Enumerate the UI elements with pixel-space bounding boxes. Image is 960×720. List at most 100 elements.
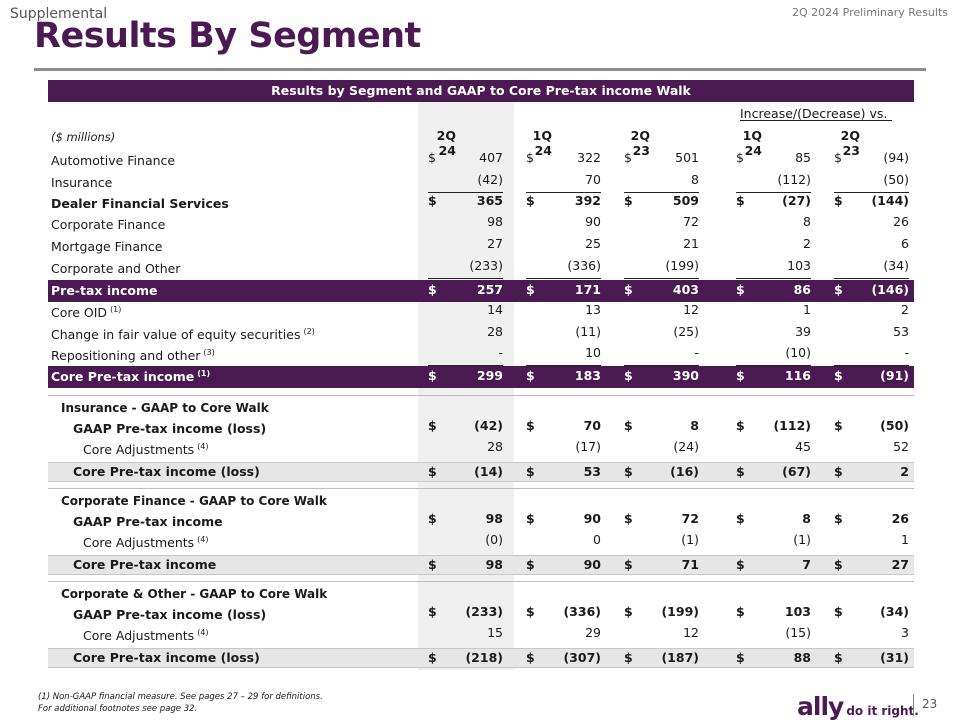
cell: 15 (428, 625, 503, 646)
cell: $71 (624, 557, 699, 578)
row-label: Corporate Finance (51, 217, 165, 232)
currency-sign: $ (834, 557, 843, 572)
cell: $116 (736, 368, 811, 389)
footnote-marker: (1) (110, 305, 122, 314)
cell-value: (34) (883, 258, 909, 273)
row-label: Core Adjustments (4) (51, 442, 209, 457)
cell: $88 (736, 650, 811, 671)
cell-value: 0 (593, 532, 601, 547)
cell: (1) (736, 532, 811, 553)
row-label-text: Core OID (51, 305, 108, 320)
cell-value: 72 (683, 214, 699, 229)
cell-value: 14 (487, 302, 503, 317)
cell: $103 (736, 604, 811, 625)
page-title: Results By Segment (34, 16, 421, 56)
walk-title: Corporate Finance - GAAP to Core Walk (48, 491, 914, 512)
cell-value: 10 (585, 345, 601, 360)
cell-value: (336) (563, 604, 601, 619)
currency-sign: $ (624, 604, 633, 619)
cell-value: (307) (563, 650, 601, 665)
cell: - (834, 345, 909, 366)
cell: $ (146) (834, 282, 909, 303)
currency-sign: $ (834, 464, 843, 479)
cell-value: 25 (585, 236, 601, 251)
row-label: Automotive Finance (51, 153, 175, 168)
cell: $299 (428, 368, 503, 389)
cell: 27 (428, 236, 503, 257)
cell: $509 (624, 193, 699, 214)
cell-value: 103 (787, 258, 811, 273)
cell-value: 26 (891, 511, 909, 526)
cell-value: (11) (575, 324, 601, 339)
footer-divider (913, 694, 914, 716)
row-label-text: Automotive Finance (51, 153, 176, 168)
title-rule (34, 68, 926, 71)
col-header-2q23-change: 2Q 23 (840, 128, 860, 158)
col-header-1q24-change: 1Q 24 (742, 128, 762, 158)
cell: (233) (428, 258, 503, 279)
units-label: ($ millions) (51, 130, 116, 144)
currency-sign: $ (736, 464, 745, 479)
row-label-text: Repositioning and other (51, 348, 201, 363)
cell-value: (27) (782, 193, 811, 208)
cell: 1 (834, 532, 909, 553)
cell: 8 (624, 172, 699, 193)
cell-value: 407 (479, 150, 503, 165)
cell: (25) (624, 324, 699, 345)
cell: $7 (736, 557, 811, 578)
row-label: Corporate and Other (51, 261, 180, 276)
currency-sign: $ (624, 650, 633, 665)
logo-wordmark: ally (797, 692, 844, 720)
row-label-text: Pre-tax income (51, 283, 158, 298)
cell-value: 98 (487, 214, 503, 229)
cell: 10 (526, 345, 601, 366)
row-label-text: Core Pre-tax income (73, 557, 217, 572)
col-header-2q23: 2Q 23 (630, 128, 650, 158)
cell: 12 (624, 302, 699, 323)
table-row-core-pre-tax-income: Core Pre-tax income (1) $299 $183 $390 $116 $(… (48, 366, 914, 388)
cell: (50) (834, 172, 909, 193)
currency-sign: $ (624, 464, 633, 479)
currency-sign: $ (736, 282, 745, 297)
cell: 26 (834, 214, 909, 235)
cell: 6 (834, 236, 909, 257)
row-label-text: GAAP Pre-tax income (73, 514, 223, 529)
row-label: GAAP Pre-tax income (51, 514, 223, 529)
cell: 13 (526, 302, 601, 323)
row-label: Core Adjustments (4) (51, 628, 209, 643)
cell-value: 509 (672, 193, 699, 208)
walk-title: Corporate & Other - GAAP to Core Walk (48, 584, 914, 605)
currency-sign: $ (624, 511, 633, 526)
cell: $ (91) (834, 368, 909, 389)
cell-value: 27 (487, 236, 503, 251)
cell: $ (144) (834, 193, 909, 214)
currency-sign: $ (428, 418, 437, 433)
cell-value: 52 (893, 439, 909, 454)
cell-value: 53 (583, 464, 601, 479)
cell: $ (31) (834, 650, 909, 671)
currency-sign: $ (428, 557, 437, 572)
cell: $ (218) (428, 650, 503, 671)
cell: $27 (834, 557, 909, 578)
table-row-gaap-pre-tax-income-loss: GAAP Pre-tax income (loss) $ (233) $ (336) $ (… (48, 604, 914, 625)
table-row-gaap-pre-tax-income-loss: GAAP Pre-tax income (loss) $ (42) $70 $8 $ (11… (48, 418, 914, 439)
cell: 28 (428, 439, 503, 460)
cell-value: (42) (477, 172, 503, 187)
row-label-text: Corporate and Other (51, 261, 181, 276)
cell: $98 (428, 511, 503, 532)
table-row-corporate-and-other: Corporate and Other (233) (336) (199) 103 (34… (48, 258, 914, 279)
cell: $53 (526, 464, 601, 485)
table-row-core-pre-tax-income: Core Pre-tax income $98 $90 $71 $7 $27 (48, 555, 914, 575)
cell: 52 (834, 439, 909, 460)
currency-sign: $ (526, 557, 535, 572)
cell: $403 (624, 282, 699, 303)
period-label: 2Q 2024 Preliminary Results (792, 6, 948, 19)
table-row-corporate-finance: Corporate Finance 98 90 72 8 26 (48, 214, 914, 235)
row-label-text: Core Pre-tax income (51, 369, 195, 384)
col-header-1q24: 1Q 24 (532, 128, 552, 158)
cell-value: 3 (901, 625, 909, 640)
cell: $85 (736, 150, 811, 171)
cell-value: 392 (574, 193, 601, 208)
cell-value: 2 (803, 236, 811, 251)
cell: 53 (834, 324, 909, 345)
